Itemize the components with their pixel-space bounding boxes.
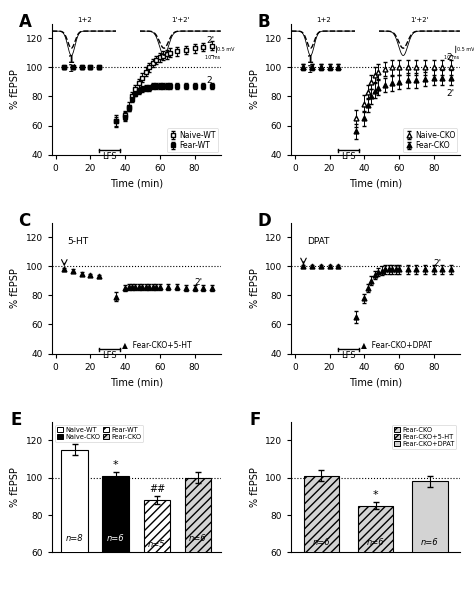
Text: ##: ## <box>149 485 165 494</box>
Text: 2: 2 <box>207 77 212 86</box>
Legend: Fear-CKO, Fear-CKO+5-HT, Fear-CKO+DPAT: Fear-CKO, Fear-CKO+5-HT, Fear-CKO+DPAT <box>392 425 456 449</box>
Text: A: A <box>18 13 31 31</box>
Bar <box>185 478 211 594</box>
Text: 2': 2' <box>194 278 203 287</box>
Text: *: * <box>113 460 118 470</box>
Legend: Naive-WT, Naive-CKO, Fear-WT, Fear-CKO: Naive-WT, Naive-CKO, Fear-WT, Fear-CKO <box>55 425 143 442</box>
Text: n=6: n=6 <box>421 538 439 547</box>
Bar <box>144 500 170 594</box>
Bar <box>303 476 339 594</box>
Text: *: * <box>373 490 378 500</box>
Text: 2': 2' <box>434 259 442 268</box>
Text: 2': 2' <box>207 36 215 45</box>
Text: LFS: LFS <box>341 351 356 361</box>
Text: C: C <box>18 212 31 230</box>
Text: D: D <box>258 212 272 230</box>
Y-axis label: % fEPSP: % fEPSP <box>249 268 259 308</box>
Legend: Naive-CKO, Fear-CKO: Naive-CKO, Fear-CKO <box>402 128 457 152</box>
Text: 1: 1 <box>68 55 74 65</box>
Text: DPAT: DPAT <box>307 237 329 246</box>
X-axis label: Time (min): Time (min) <box>349 178 402 188</box>
Text: LFS: LFS <box>341 153 356 162</box>
Text: n=6: n=6 <box>189 534 207 543</box>
Text: 2: 2 <box>446 53 452 62</box>
Y-axis label: % fEPSP: % fEPSP <box>10 467 20 507</box>
Text: 1': 1' <box>68 64 76 74</box>
Y-axis label: % fEPSP: % fEPSP <box>249 69 259 109</box>
Y-axis label: % fEPSP: % fEPSP <box>249 467 259 507</box>
X-axis label: Time (min): Time (min) <box>110 377 163 387</box>
Text: ▲  Fear-CKO+5-HT: ▲ Fear-CKO+5-HT <box>122 340 191 349</box>
Text: LFS: LFS <box>102 351 117 361</box>
Bar <box>62 450 88 594</box>
Text: E: E <box>10 411 21 429</box>
Text: n=6: n=6 <box>312 538 330 547</box>
Legend: Naive-WT, Fear-WT: Naive-WT, Fear-WT <box>167 128 219 152</box>
Bar <box>358 505 393 594</box>
X-axis label: Time (min): Time (min) <box>349 377 402 387</box>
Text: n=6: n=6 <box>367 538 384 547</box>
Text: n=8: n=8 <box>66 534 83 543</box>
Y-axis label: % fEPSP: % fEPSP <box>10 69 20 109</box>
Text: F: F <box>249 411 261 429</box>
Text: 2': 2' <box>446 90 454 99</box>
Text: ▲  Fear-CKO+DPAT: ▲ Fear-CKO+DPAT <box>361 340 432 349</box>
Text: n=5: n=5 <box>148 540 166 549</box>
Text: B: B <box>258 13 270 31</box>
X-axis label: Time (min): Time (min) <box>110 178 163 188</box>
Text: 1: 1 <box>307 55 314 65</box>
Text: 5-HT: 5-HT <box>68 237 89 246</box>
Text: 1': 1' <box>307 65 316 75</box>
Bar <box>102 476 129 594</box>
Text: LFS: LFS <box>102 153 117 162</box>
Y-axis label: % fEPSP: % fEPSP <box>10 268 20 308</box>
Text: n=6: n=6 <box>107 534 125 543</box>
Bar <box>412 481 447 594</box>
